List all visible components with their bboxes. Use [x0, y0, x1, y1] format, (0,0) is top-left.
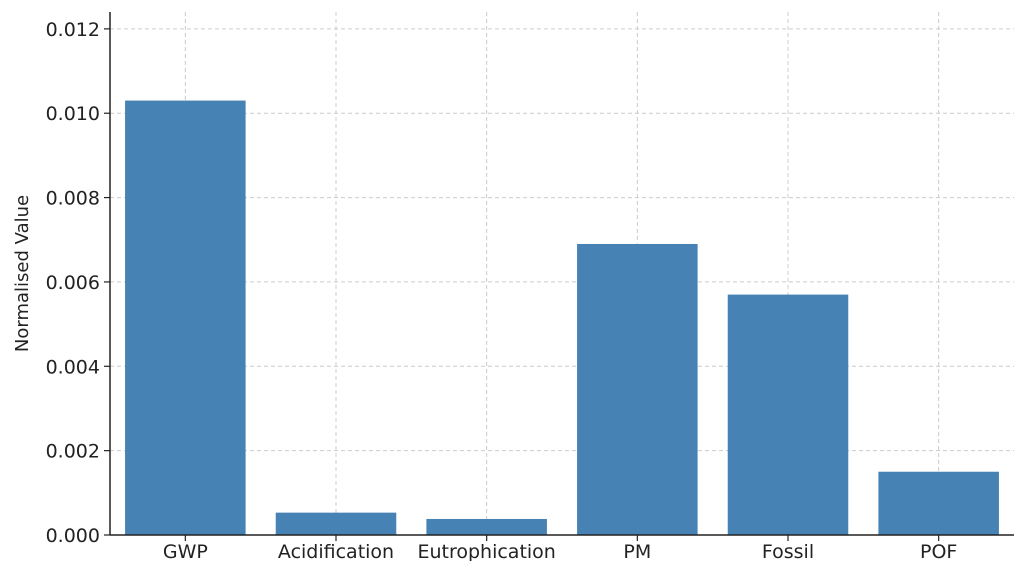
bar-pm [577, 243, 698, 535]
x-tick-label: Fossil [762, 541, 814, 561]
bar-fossil [727, 294, 849, 535]
y-tick-label: 0.002 [46, 441, 100, 463]
x-tick-label: PM [623, 541, 651, 561]
x-tick-label: Acidification [278, 541, 394, 561]
bar-pof [878, 471, 999, 535]
bar-acidification [275, 512, 397, 535]
axes [109, 12, 1014, 536]
y-tick-labels: 0.000 0.002 0.004 0.006 0.008 0.010 0.012 [46, 19, 110, 547]
y-tick-label: 0.000 [46, 525, 100, 547]
x-tick-label: GWP [163, 541, 208, 561]
y-tick-label: 0.012 [46, 19, 100, 41]
bar-gwp [125, 100, 246, 536]
x-tick-label: Eutrophication [417, 541, 555, 561]
y-axis-label: Normalised Value [12, 195, 33, 352]
x-tick-label: POF [920, 541, 957, 561]
y-tick-label: 0.006 [46, 272, 100, 294]
x-tick-labels: GWP Acidification Eutrophication PM Fossil PO… [163, 535, 957, 561]
y-tick-label: 0.010 [46, 103, 100, 125]
bar-eutrophication [426, 518, 547, 535]
y-tick-label: 0.008 [46, 188, 100, 210]
bars [125, 100, 999, 536]
y-tick-label: 0.004 [46, 356, 100, 378]
